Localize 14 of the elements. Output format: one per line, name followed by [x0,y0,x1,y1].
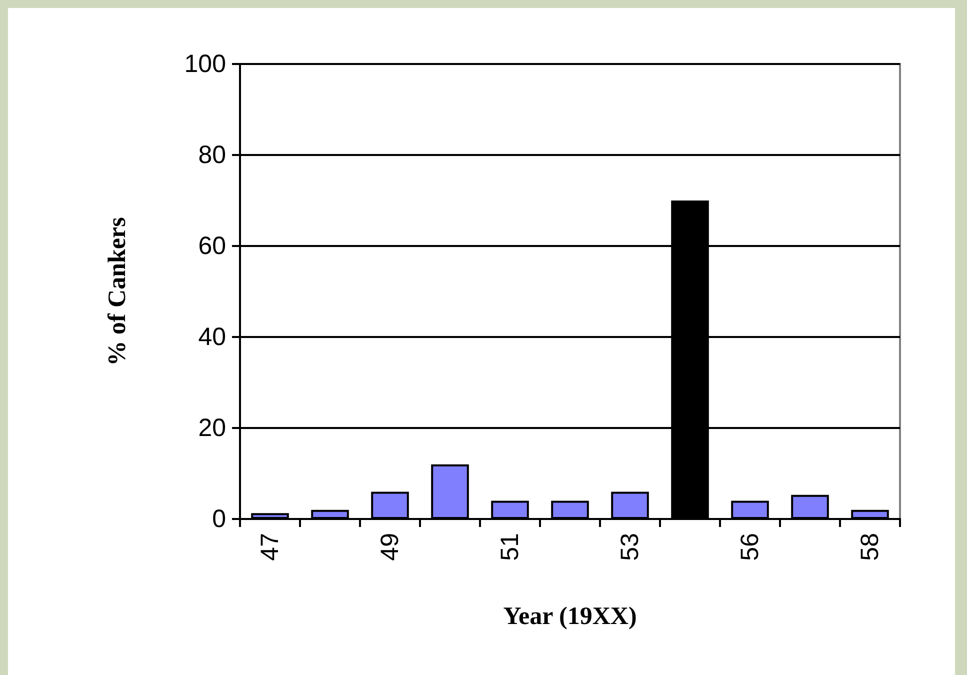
x-tick-label: 47 [256,533,284,561]
x-tick-label: 51 [496,533,524,561]
y-axis-title: % of Cankers [104,216,131,366]
x-axis-title: Year (19XX) [503,603,637,630]
y-tick-label: 60 [198,232,226,260]
x-tick-label: 58 [856,533,884,561]
y-tick-label: 0 [212,505,226,533]
x-tick-label: 49 [376,533,404,561]
y-tick-label: 100 [184,50,226,78]
y-tick-label: 20 [198,414,226,442]
y-tick-label: 40 [198,323,226,351]
y-tick-label: 80 [198,141,226,169]
x-tick-label: 56 [736,533,764,561]
x-tick-label: 53 [616,533,644,561]
